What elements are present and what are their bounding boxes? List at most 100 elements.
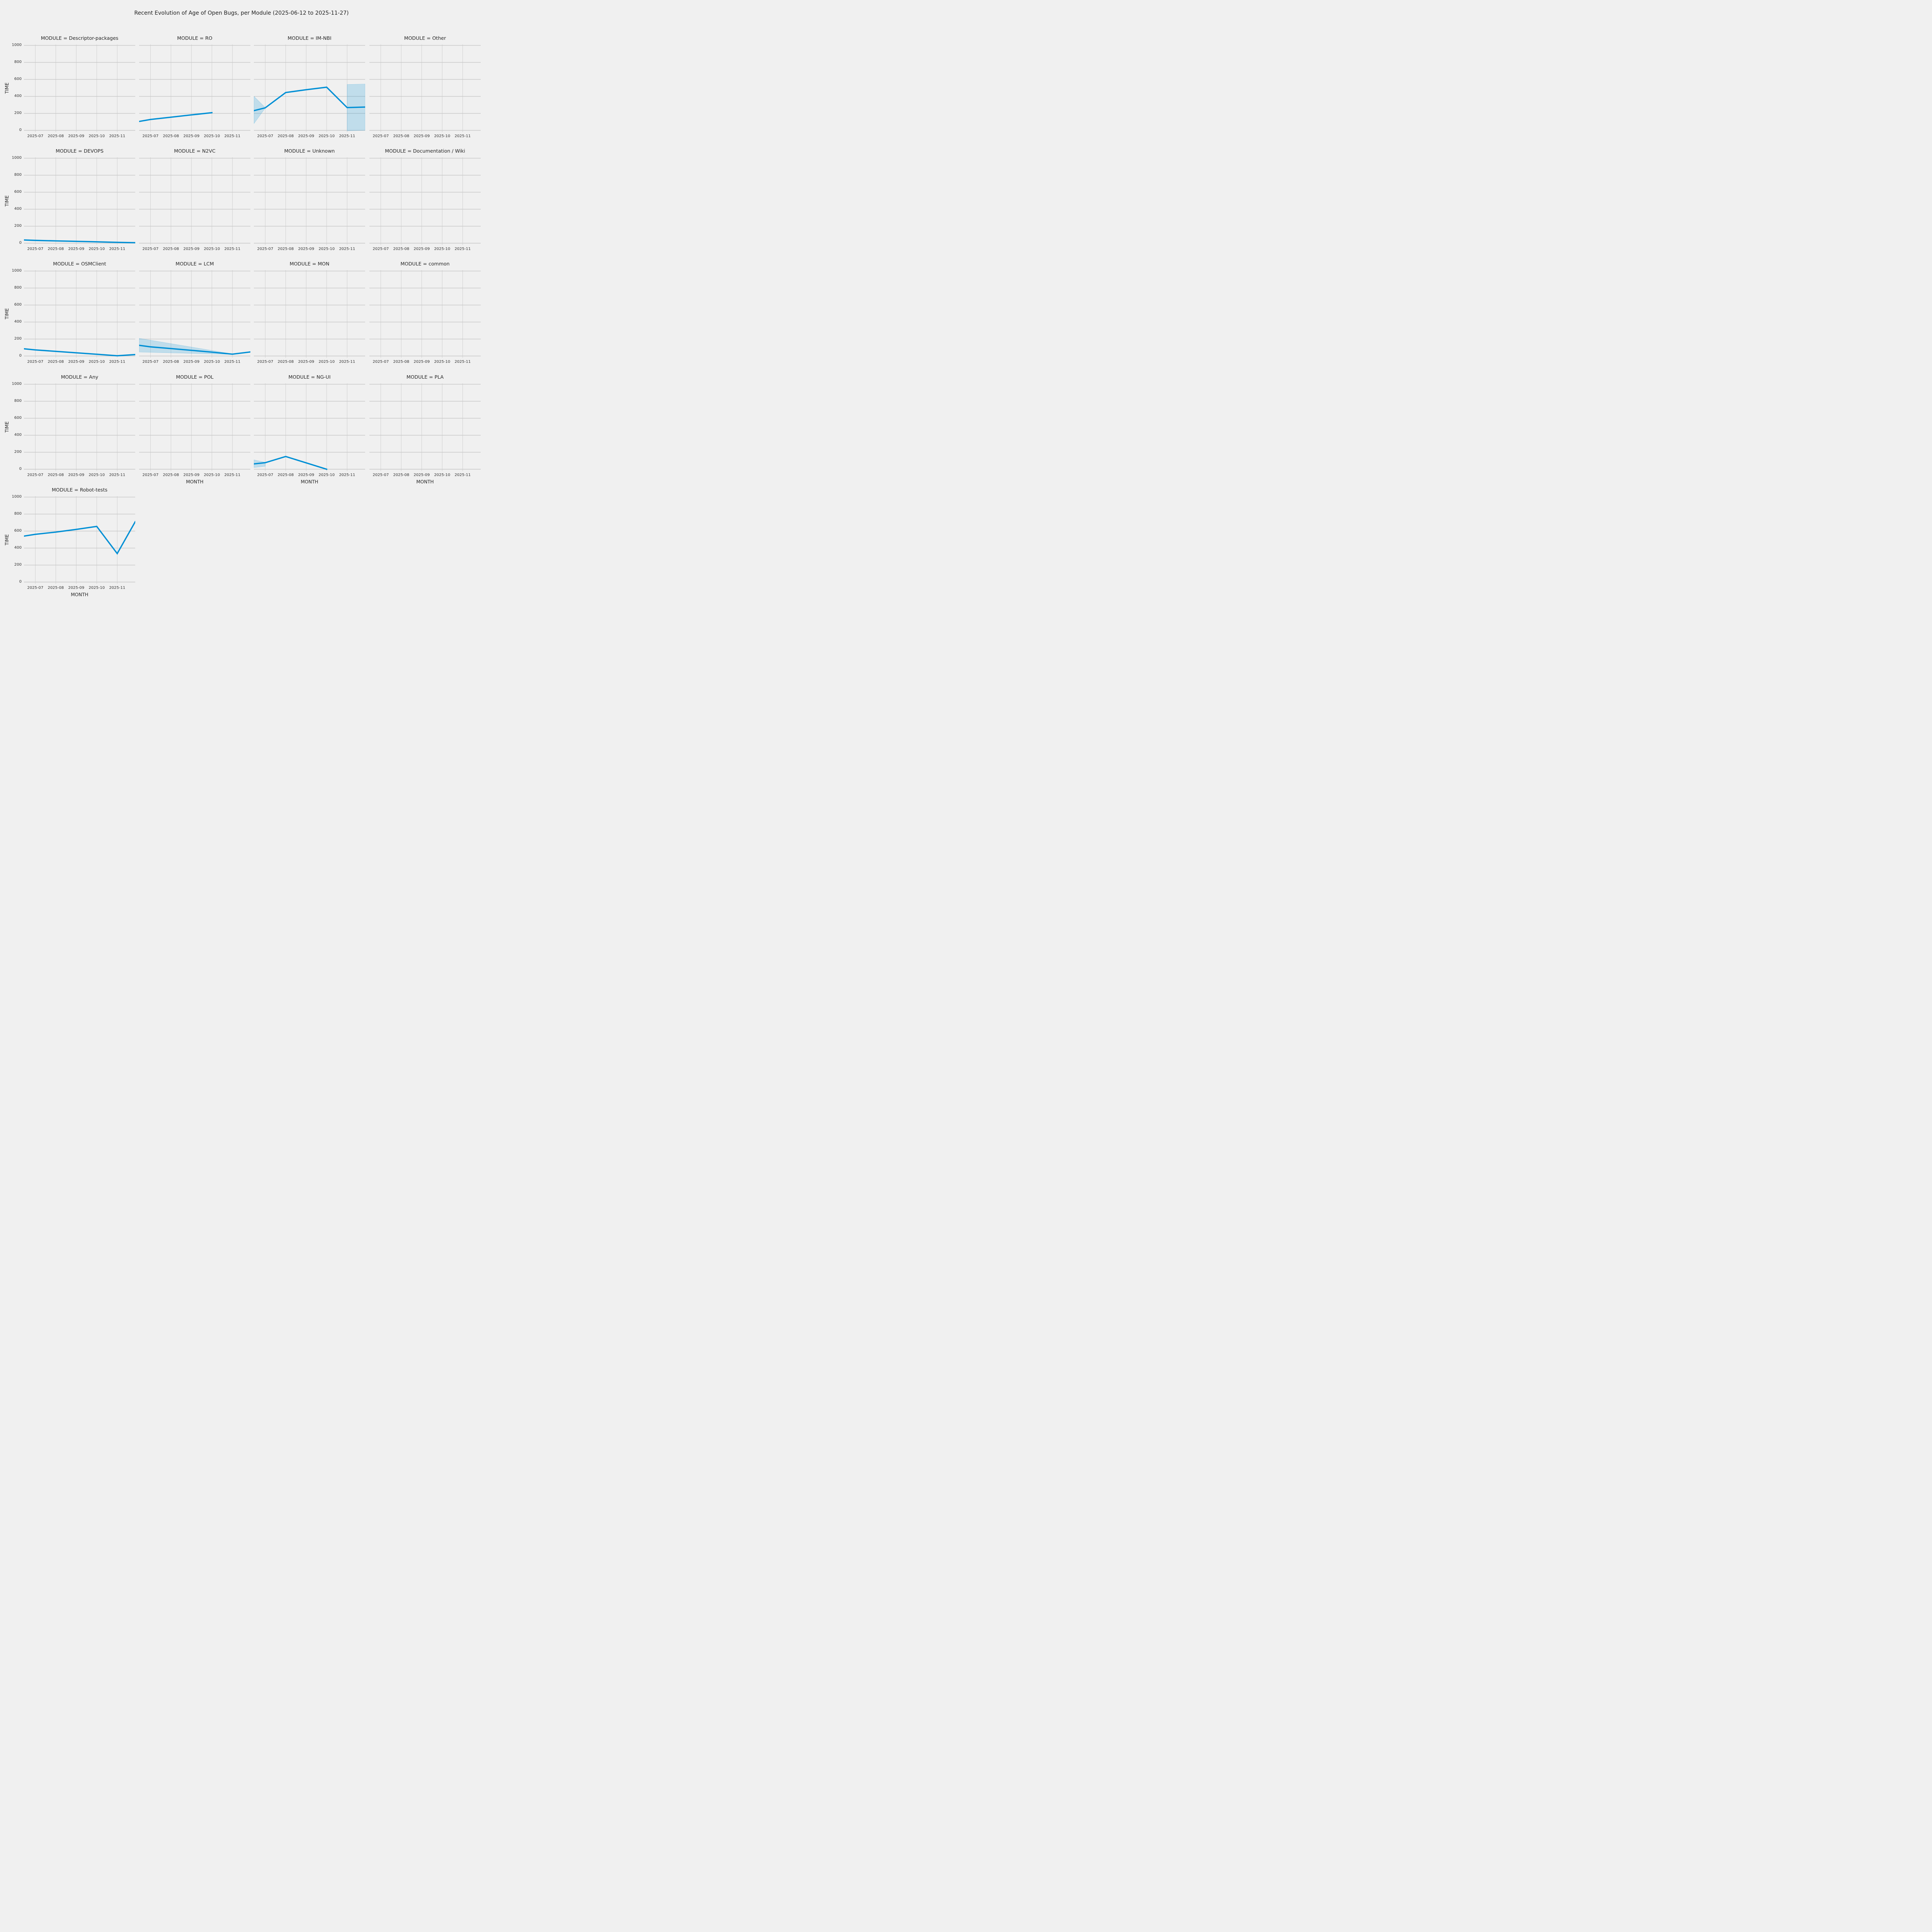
- plot-area-any: [24, 383, 135, 471]
- x-tick-label: 2025-11: [109, 360, 126, 364]
- x-tick-label: 2025-09: [183, 247, 200, 251]
- x-tick-label: 2025-08: [393, 360, 410, 364]
- x-tick-label: 2025-09: [68, 247, 85, 251]
- x-tick-label: 2025-07: [372, 473, 389, 477]
- y-tick-label: 400: [14, 320, 22, 324]
- x-tick-label: 2025-07: [27, 247, 44, 251]
- time-axis-label: TIME: [4, 82, 10, 94]
- x-tick-label: 2025-08: [163, 247, 179, 251]
- x-tick-label: 2025-09: [413, 360, 430, 364]
- x-tick-label: 2025-08: [48, 247, 64, 251]
- y-tick-label: 200: [14, 224, 22, 228]
- x-tick-label: 2025-08: [393, 134, 410, 138]
- x-tick-label: 2025-07: [257, 360, 274, 364]
- x-tick-label: 2025-09: [183, 360, 200, 364]
- y-tick-label: 400: [14, 546, 22, 550]
- x-tick-label: 2025-11: [224, 360, 241, 364]
- x-tick-label: 2025-07: [27, 360, 44, 364]
- y-tick-label: 0: [19, 580, 22, 584]
- x-tick-label: 2025-10: [204, 134, 220, 138]
- x-tick-label: 2025-09: [413, 473, 430, 477]
- x-tick-label: 2025-09: [68, 360, 85, 364]
- x-tick-label: 2025-07: [142, 360, 159, 364]
- plot-area-osmclient: [24, 270, 135, 358]
- x-tick-label: 2025-09: [68, 586, 85, 590]
- x-tick-label: 2025-11: [109, 247, 126, 251]
- month-axis-label: MONTH: [301, 479, 318, 485]
- x-tick-label: 2025-09: [413, 247, 430, 251]
- y-tick-label: 800: [14, 512, 22, 516]
- facet-title-pla: MODULE = PLA: [406, 374, 444, 380]
- x-tick-label: 2025-07: [257, 473, 274, 477]
- facet-title-other: MODULE = Other: [404, 35, 446, 41]
- y-tick-label: 1000: [12, 269, 22, 273]
- month-axis-label: MONTH: [186, 479, 204, 485]
- x-tick-label: 2025-09: [298, 473, 315, 477]
- facet-title-ng-ui: MODULE = NG-UI: [288, 374, 331, 380]
- figure-title: Recent Evolution of Age of Open Bugs, pe…: [134, 10, 349, 16]
- x-tick-label: 2025-08: [393, 473, 410, 477]
- x-tick-label: 2025-07: [257, 247, 274, 251]
- trend-line: [254, 86, 365, 112]
- x-tick-label: 2025-09: [183, 134, 200, 138]
- x-tick-label: 2025-11: [339, 134, 355, 138]
- facet-title-im-nbi: MODULE = IM-NBI: [287, 35, 332, 41]
- x-tick-label: 2025-08: [48, 473, 64, 477]
- y-tick-label: 0: [19, 354, 22, 358]
- plot-area-common: [369, 270, 481, 358]
- trend-line: [24, 348, 135, 357]
- x-tick-label: 2025-11: [109, 473, 126, 477]
- facet-title-descriptor-packages: MODULE = Descriptor-packages: [41, 35, 119, 41]
- facet-title-lcm: MODULE = LCM: [175, 261, 214, 267]
- facet-title-osmclient: MODULE = OSMClient: [53, 261, 106, 267]
- x-tick-label: 2025-08: [277, 473, 294, 477]
- y-tick-label: 400: [14, 433, 22, 437]
- x-tick-label: 2025-11: [454, 473, 471, 477]
- y-tick-label: 600: [14, 190, 22, 194]
- plot-area-pol: [139, 383, 250, 471]
- plot-area-pla: [369, 383, 481, 471]
- plot-area-devops: [24, 157, 135, 245]
- x-tick-label: 2025-09: [298, 134, 315, 138]
- time-axis-label: TIME: [4, 195, 10, 206]
- time-axis-label: TIME: [4, 421, 10, 432]
- y-tick-label: 800: [14, 173, 22, 177]
- x-tick-label: 2025-09: [298, 247, 315, 251]
- x-tick-label: 2025-08: [48, 360, 64, 364]
- x-tick-label: 2025-07: [142, 247, 159, 251]
- plot-area-ng-ui: [254, 383, 365, 471]
- plot-area-mon: [254, 270, 365, 358]
- x-tick-label: 2025-07: [27, 586, 44, 590]
- plot-area-robot-tests: [24, 496, 135, 584]
- x-tick-label: 2025-10: [88, 134, 105, 138]
- x-tick-label: 2025-10: [318, 134, 335, 138]
- facet-title-mon: MODULE = MON: [289, 261, 330, 267]
- y-tick-label: 400: [14, 94, 22, 99]
- y-tick-label: 0: [19, 128, 22, 133]
- y-tick-label: 1000: [12, 382, 22, 386]
- plot-area-ro: [139, 44, 250, 132]
- x-tick-label: 2025-09: [298, 360, 315, 364]
- month-axis-label: MONTH: [416, 479, 434, 485]
- x-tick-label: 2025-08: [48, 134, 64, 138]
- trend-line: [139, 112, 213, 122]
- facet-title-documentation-wiki: MODULE = Documentation / Wiki: [385, 148, 465, 154]
- x-tick-label: 2025-10: [204, 247, 220, 251]
- y-tick-label: 600: [14, 303, 22, 307]
- trend-line: [24, 520, 135, 555]
- facet-title-devops: MODULE = DEVOPS: [56, 148, 104, 154]
- x-tick-label: 2025-07: [372, 360, 389, 364]
- facet-title-unknown: MODULE = Unknown: [284, 148, 335, 154]
- y-tick-label: 1000: [12, 495, 22, 499]
- confidence-band: [139, 338, 233, 355]
- x-tick-label: 2025-11: [339, 247, 355, 251]
- x-tick-label: 2025-09: [183, 473, 200, 477]
- trend-line: [139, 344, 250, 355]
- x-tick-label: 2025-11: [454, 247, 471, 251]
- x-tick-label: 2025-11: [109, 586, 126, 590]
- facet-title-n2vc: MODULE = N2VC: [174, 148, 216, 154]
- x-tick-label: 2025-10: [88, 473, 105, 477]
- facet-title-common: MODULE = common: [400, 261, 450, 267]
- plot-area-other: [369, 44, 481, 132]
- x-tick-label: 2025-11: [454, 360, 471, 364]
